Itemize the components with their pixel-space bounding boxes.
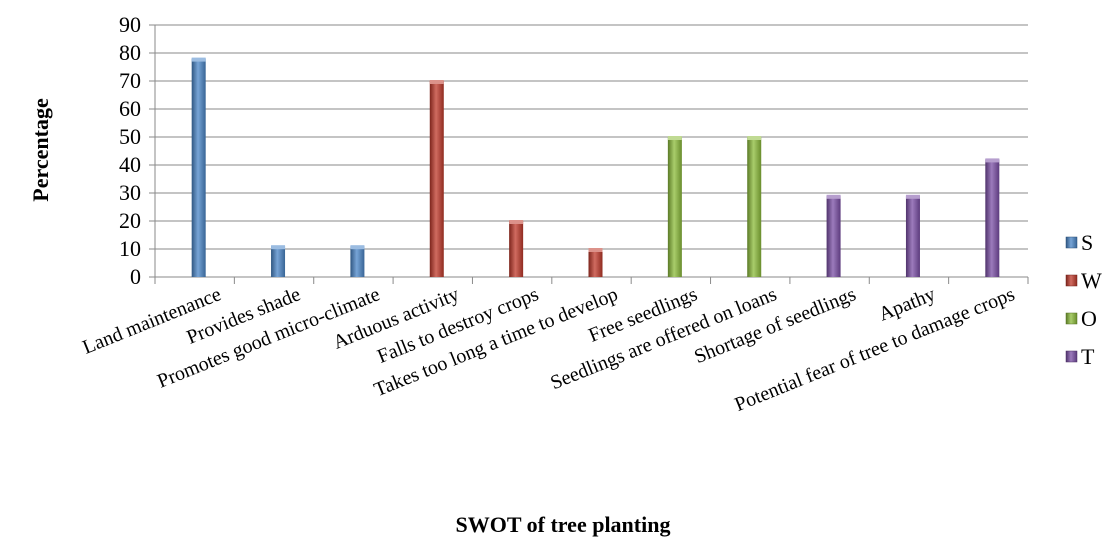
y-tick-label: 80 [119, 40, 141, 65]
y-tick-label: 0 [130, 264, 141, 289]
y-tick-label: 90 [119, 12, 141, 37]
legend-label: S [1081, 230, 1093, 255]
bar-body [509, 221, 524, 277]
bar-top [985, 158, 1000, 163]
bar-top [747, 136, 762, 140]
legend-item-w: W [1065, 268, 1102, 293]
bar-body [191, 58, 206, 277]
bar-o [747, 136, 762, 277]
legend: SWOT [1065, 230, 1102, 369]
bar-top [905, 194, 920, 199]
bar-body [350, 246, 365, 277]
bar-body [905, 195, 920, 277]
legend-item-t: T [1065, 344, 1095, 369]
bar-t [905, 194, 920, 277]
legend-label: W [1081, 268, 1102, 293]
bar-body [271, 246, 286, 277]
gridlines [149, 24, 1028, 278]
y-tick-label: 70 [119, 68, 141, 93]
y-tick-label: 20 [119, 208, 141, 233]
y-tick-label: 50 [119, 124, 141, 149]
legend-label: O [1081, 306, 1097, 331]
axes [154, 25, 1029, 284]
bar-o [667, 136, 682, 277]
y-tick-label: 30 [119, 180, 141, 205]
bar-body [985, 159, 1000, 277]
legend-swatch [1065, 350, 1078, 363]
y-axis-title: Percentage [28, 98, 53, 202]
bar-top [191, 57, 206, 62]
y-tick-label: 10 [119, 236, 141, 261]
bars [191, 57, 1000, 277]
legend-swatch [1065, 274, 1078, 287]
bar-t [985, 158, 1000, 277]
legend-item-o: O [1065, 306, 1097, 331]
legend-label: T [1081, 344, 1095, 369]
bar-top [271, 245, 286, 250]
legend-swatch [1065, 312, 1078, 325]
bar-body [747, 137, 762, 277]
bar-w [588, 248, 603, 277]
bar-top [509, 220, 524, 224]
bar-body [826, 195, 841, 277]
bar-body [588, 249, 603, 277]
bar-body [667, 137, 682, 277]
bar-body [429, 81, 444, 277]
y-tick-label: 40 [119, 152, 141, 177]
bar-s [271, 245, 286, 277]
legend-swatch [1065, 236, 1078, 249]
legend-item-s: S [1065, 230, 1093, 255]
bar-s [191, 57, 206, 277]
y-tick-label: 60 [119, 96, 141, 121]
bar-w [509, 220, 524, 277]
bar-top [667, 136, 682, 140]
x-axis-title: SWOT of tree planting [456, 512, 671, 537]
bar-top [350, 245, 365, 250]
y-tick-labels: 0 10 20 30 40 50 60 70 80 90 [119, 12, 141, 289]
bar-w [429, 80, 444, 277]
bar-s [350, 245, 365, 277]
bar-t [826, 194, 841, 277]
bar-top [826, 194, 841, 199]
bar-top [588, 248, 603, 252]
bar-top [429, 80, 444, 84]
